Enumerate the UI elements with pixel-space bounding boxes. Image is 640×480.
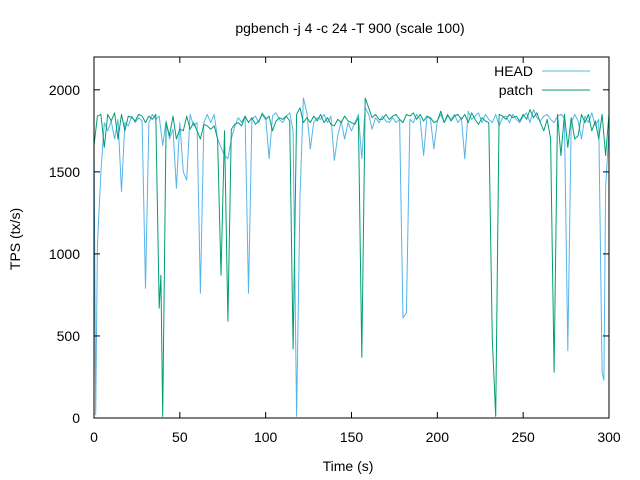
y-tick-label: 1000	[49, 246, 80, 262]
series-line-patch	[93, 97, 610, 417]
x-tick-label: 50	[172, 429, 188, 445]
legend: HEAD patch	[494, 63, 590, 98]
chart-title: pgbench -j 4 -c 24 -T 900 (scale 100)	[235, 20, 464, 36]
y-tick-label: 500	[57, 328, 81, 344]
x-axis-label: Time (s)	[323, 458, 374, 474]
legend-label-patch: patch	[499, 82, 533, 98]
x-tick-label: 100	[254, 429, 278, 445]
y-axis-label: TPS (tx/s)	[7, 208, 23, 270]
x-tick-label: 200	[426, 429, 450, 445]
x-tick-label: 250	[511, 429, 535, 445]
x-tick-label: 150	[340, 429, 364, 445]
axis-layer: 0 50 100 150 200 250 300 0 500 1000 1500 2000	[49, 56, 621, 445]
x-tick-label: 300	[597, 429, 621, 445]
legend-label-head: HEAD	[494, 63, 533, 79]
y-tick-label: 1500	[49, 164, 80, 180]
x-tick-label: 0	[90, 429, 98, 445]
y-tick-label: 2000	[49, 82, 80, 98]
series-layer	[93, 97, 610, 417]
series-line-head	[93, 97, 610, 417]
plot-frame	[93, 56, 610, 419]
y-tick-label: 0	[72, 410, 80, 426]
